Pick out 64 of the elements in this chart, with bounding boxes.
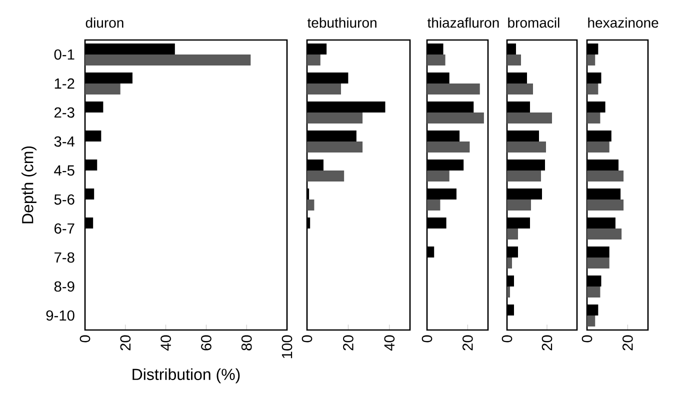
bar — [427, 142, 470, 153]
chart-title: thiazafluron — [427, 17, 499, 28]
chart-title: bromacil — [508, 17, 560, 28]
y-tick-label: 5-6 — [54, 194, 74, 205]
bar — [85, 54, 251, 66]
x-tick-label: 80 — [241, 335, 252, 350]
bar — [307, 199, 314, 211]
bar — [587, 142, 610, 153]
bar — [587, 54, 596, 66]
bar — [507, 83, 533, 95]
bar — [427, 199, 440, 211]
x-tick-label: 20 — [462, 335, 473, 350]
bar — [507, 257, 512, 269]
chart-title: tebuthiuron — [307, 17, 376, 28]
x-tick-label: 0 — [502, 335, 512, 342]
bar — [307, 83, 341, 95]
x-tick-label: 60 — [201, 335, 212, 350]
bar — [307, 54, 320, 66]
y-tick-label: 2-3 — [54, 107, 74, 118]
bar — [507, 228, 518, 240]
bar — [587, 112, 600, 124]
bar — [427, 83, 480, 95]
y-tick-label: 1-2 — [54, 78, 74, 89]
bar — [427, 170, 450, 182]
bar — [587, 199, 624, 211]
chart-title: diuron — [86, 17, 124, 28]
bar — [587, 83, 598, 95]
x-tick-label: 40 — [160, 335, 172, 351]
bar — [85, 83, 120, 95]
x-tick-label: 20 — [343, 335, 354, 350]
chart-title: hexazinone — [588, 17, 658, 28]
bar — [587, 228, 622, 240]
bar — [587, 257, 610, 269]
bar — [307, 170, 344, 182]
x-tick-label: 40 — [384, 335, 395, 351]
y-tick-label: 9-10 — [46, 310, 74, 321]
y-tick-label: 7-8 — [54, 252, 74, 263]
x-tick-label: 20 — [542, 335, 552, 350]
bar — [307, 142, 363, 153]
bar — [507, 54, 521, 66]
bar — [587, 286, 600, 298]
bar — [507, 170, 541, 182]
bar — [587, 315, 596, 327]
bar — [587, 170, 624, 182]
x-tick-label: 100 — [282, 335, 292, 358]
bar — [427, 112, 484, 124]
x-tick-label: 0 — [80, 335, 90, 342]
y-tick-label: 0-1 — [54, 49, 74, 60]
y-tick-label: 6-7 — [54, 223, 74, 234]
x-tick-label: 0 — [422, 335, 432, 342]
bar — [427, 54, 446, 66]
y-tick-label: 3-4 — [54, 136, 75, 147]
y-tick-label: 4-5 — [54, 165, 74, 176]
x-tick-label: 0 — [582, 335, 592, 342]
bar — [507, 199, 531, 211]
x-tick-label: 20 — [622, 335, 633, 350]
bar — [507, 142, 546, 153]
x-tick-label: 0 — [302, 335, 312, 342]
bar — [307, 112, 363, 124]
x-tick-label: 20 — [120, 335, 131, 350]
bar — [507, 112, 552, 124]
x-axis-title: Distribution (%) — [132, 368, 240, 384]
y-axis-title: Depth (cm) — [22, 146, 36, 224]
y-tick-label: 8-9 — [54, 281, 74, 292]
